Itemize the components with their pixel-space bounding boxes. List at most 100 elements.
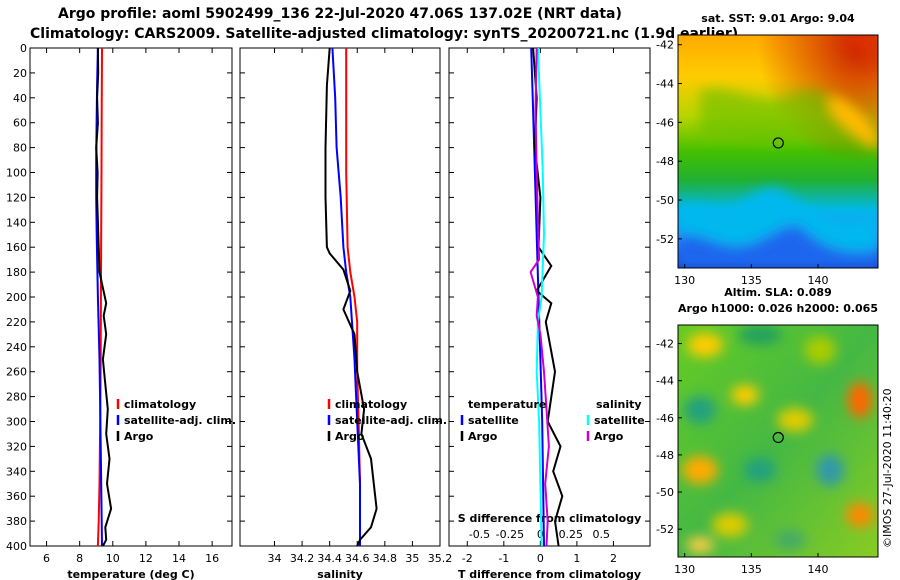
x-tick-label: 34.8 xyxy=(373,552,398,565)
x-tick-label: 35.2 xyxy=(428,552,453,565)
series-line-argo xyxy=(95,48,113,546)
salinity-panel: 34 34.2 34.4 34.6 34.8 35 35.2 salinity climatol… xyxy=(239,47,453,580)
series-line-s-argo xyxy=(529,48,550,546)
series-group xyxy=(529,48,564,546)
legend-label: Argo xyxy=(594,430,624,443)
difference-panel: -2 -1 0 1 2 T difference from climatology S di… xyxy=(448,47,651,580)
y-tick-label: 300 xyxy=(6,416,27,429)
argo-location-marker-sla xyxy=(772,431,784,444)
sst-map-axes: 130 135 140 -42 -44 -46 -48 -50 -52 xyxy=(656,39,828,287)
y-tick-label: 320 xyxy=(6,440,27,453)
plot-frame xyxy=(29,47,233,547)
y-tick-label: 240 xyxy=(6,341,27,354)
x2-tick-label: -0.25 xyxy=(496,528,524,541)
sla-map-title-line2: Argo h1000: 0.026 h2000: 0.065 xyxy=(678,302,878,315)
legend-label: satellite-adj. clim. xyxy=(335,414,447,427)
y-tick-label: 360 xyxy=(6,490,27,503)
series-line-climatology xyxy=(96,48,103,546)
sla-map-field xyxy=(678,325,878,557)
y-tick-label: 260 xyxy=(6,366,27,379)
legend-label: satellite xyxy=(468,414,519,427)
map-y-tick-label: -52 xyxy=(656,523,674,536)
x-tick-label: 34.6 xyxy=(345,552,370,565)
sla-map: Altim. SLA: 0.089 Argo h1000: 0.026 h200… xyxy=(656,286,879,576)
y-tick-label: 380 xyxy=(6,515,27,528)
sst-map: sat. SST: 9.01 Argo: 9.04 130 135 140 -42 -4… xyxy=(656,12,879,287)
x-tick-label: 34 xyxy=(267,552,281,565)
legend-label: climatology xyxy=(124,398,196,411)
legend-label: satellite xyxy=(594,414,645,427)
chart-title-line2: Climatology: CARS2009. Satellite-adjuste… xyxy=(30,26,739,42)
y-tick-label: 200 xyxy=(6,291,27,304)
temperature-panel: 0 20 40 60 80 100 120 140 160 180 200 220 240 260 280 3… xyxy=(6,42,236,580)
map-x-tick-label: 130 xyxy=(674,274,695,287)
y-tick-label: 400 xyxy=(6,540,27,553)
series-line-argo xyxy=(324,48,378,546)
x-axis-label: T difference from climatology xyxy=(458,568,641,580)
y-tick-label: 340 xyxy=(6,465,27,478)
map-y-tick-label: -50 xyxy=(656,194,674,207)
map-x-tick-label: 135 xyxy=(741,274,762,287)
legend-label: Argo xyxy=(124,430,154,443)
map-y-tick-label: -42 xyxy=(656,39,674,52)
map-y-tick-label: -46 xyxy=(656,412,674,425)
x2-tick-label: 0.5 xyxy=(593,528,611,541)
y-tick-label: 0 xyxy=(20,42,27,55)
x2-tick-label: 0.25 xyxy=(559,528,584,541)
x2-tick-label: 0 xyxy=(537,528,544,541)
legend-label: Argo xyxy=(335,430,365,443)
x2-tick-label: -0.5 xyxy=(469,528,490,541)
plot-frame xyxy=(239,47,441,547)
x-tick-label: 16 xyxy=(205,552,219,565)
x-axis-label: salinity xyxy=(317,568,363,580)
x-tick-label: -1 xyxy=(498,552,509,565)
imos-stamp: ©IMOS 27-Jul-2020 11:40:20 xyxy=(881,388,894,548)
map-y-tick-label: -44 xyxy=(656,78,674,91)
series-line-t-satellite xyxy=(530,48,545,546)
y-tick-label: 220 xyxy=(6,316,27,329)
argo-location-marker-sst xyxy=(772,137,784,149)
series-group xyxy=(95,48,113,546)
x-tick-label: 34.2 xyxy=(290,552,315,565)
x-tick-label: 10 xyxy=(106,552,120,565)
legend-title-salinity: salinity xyxy=(596,398,642,411)
map-y-tick-label: -48 xyxy=(656,449,674,462)
y-tick-label: 280 xyxy=(6,391,27,404)
legend-label: climatology xyxy=(335,398,407,411)
y-tick-label: 60 xyxy=(13,117,27,130)
x-tick-label: 2 xyxy=(610,552,617,565)
plot-frame xyxy=(448,47,651,547)
map-x-tick-label: 135 xyxy=(741,563,762,576)
x-tick-label: 34.4 xyxy=(317,552,342,565)
sst-map-structure xyxy=(678,35,878,268)
x-axis-label: temperature (deg C) xyxy=(67,568,194,580)
series-line-satellite-adj-clim- xyxy=(331,48,361,546)
y-tick-label: 180 xyxy=(6,266,27,279)
y-tick-label: 40 xyxy=(13,92,27,105)
y-tick-label: 80 xyxy=(13,142,27,155)
series-line-s-satellite xyxy=(535,48,546,546)
map-x-tick-label: 140 xyxy=(808,274,829,287)
y-tick-label: 160 xyxy=(6,241,27,254)
x-tick-label: 1 xyxy=(573,552,580,565)
y-tick-label: 100 xyxy=(6,167,27,180)
x-tick-label: 14 xyxy=(172,552,186,565)
x-tick-label: 8 xyxy=(76,552,83,565)
map-y-tick-label: -50 xyxy=(656,486,674,499)
legend-label: Argo xyxy=(468,430,498,443)
x-tick-label: 0 xyxy=(537,552,544,565)
map-y-tick-label: -52 xyxy=(656,233,674,246)
map-y-tick-label: -48 xyxy=(656,155,674,168)
y-tick-label: 120 xyxy=(6,191,27,204)
x-tick-label: 35 xyxy=(405,552,419,565)
x2-axis-label: S difference from climatology xyxy=(458,512,642,525)
y-tick-label: 20 xyxy=(13,67,27,80)
legend-title-temperature: temperature xyxy=(468,398,546,411)
sla-map-axes: 130 135 140 -42 -44 -46 -48 -50 -52 xyxy=(656,338,828,576)
map-x-tick-label: 140 xyxy=(808,563,829,576)
x-tick-label: 6 xyxy=(43,552,50,565)
sla-map-title-line1: Altim. SLA: 0.089 xyxy=(724,286,831,299)
legend-label: satellite-adj. clim. xyxy=(124,414,236,427)
x-tick-label: 12 xyxy=(139,552,153,565)
